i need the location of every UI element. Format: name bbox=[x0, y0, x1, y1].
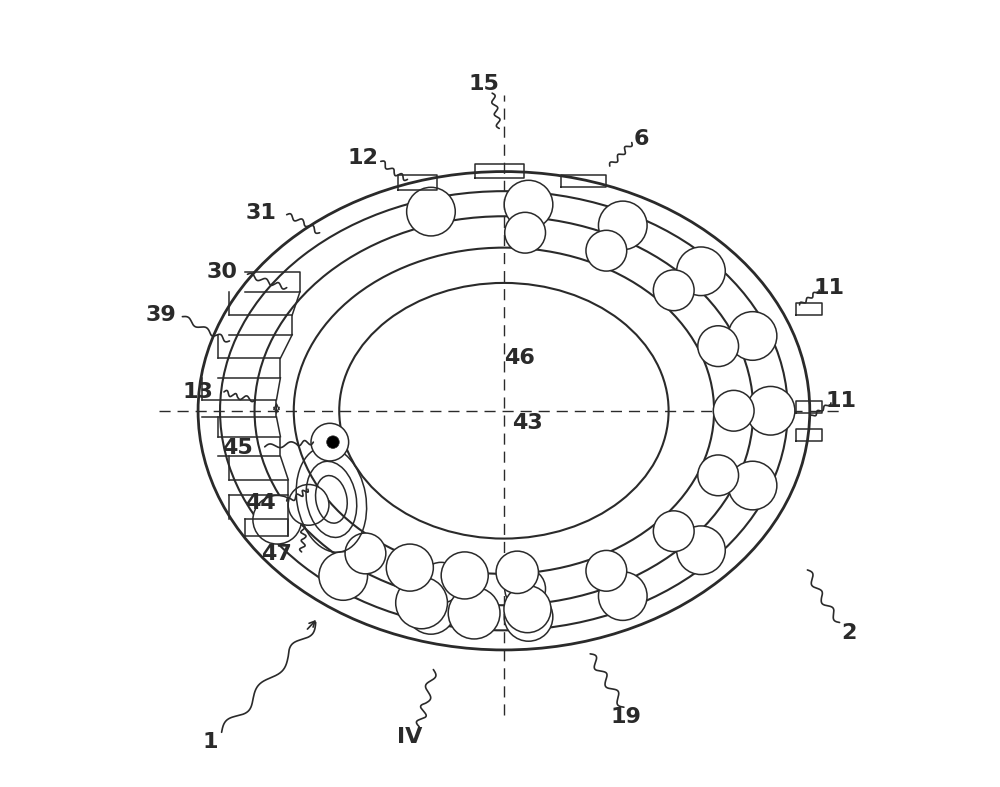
Circle shape bbox=[728, 312, 777, 360]
Text: 39: 39 bbox=[146, 305, 177, 325]
Circle shape bbox=[677, 526, 725, 575]
Circle shape bbox=[677, 247, 725, 296]
Circle shape bbox=[598, 572, 647, 620]
Circle shape bbox=[653, 511, 694, 552]
Text: 11: 11 bbox=[826, 391, 857, 412]
Text: 11: 11 bbox=[814, 278, 845, 297]
Circle shape bbox=[386, 544, 433, 591]
Text: 6: 6 bbox=[633, 128, 649, 149]
Circle shape bbox=[396, 577, 447, 629]
Circle shape bbox=[407, 187, 455, 236]
Text: 1: 1 bbox=[202, 733, 218, 752]
Text: 19: 19 bbox=[610, 707, 641, 726]
Circle shape bbox=[504, 593, 553, 641]
Circle shape bbox=[448, 587, 500, 639]
Text: 47: 47 bbox=[261, 545, 292, 564]
Text: 44: 44 bbox=[245, 493, 276, 513]
Circle shape bbox=[496, 551, 538, 593]
Circle shape bbox=[698, 455, 739, 496]
Text: 30: 30 bbox=[206, 262, 237, 282]
Circle shape bbox=[586, 231, 627, 271]
Circle shape bbox=[407, 586, 455, 634]
Text: 13: 13 bbox=[183, 382, 214, 402]
Circle shape bbox=[319, 552, 368, 600]
Circle shape bbox=[421, 563, 461, 603]
Circle shape bbox=[345, 533, 386, 574]
Circle shape bbox=[653, 270, 694, 311]
Circle shape bbox=[728, 461, 777, 510]
Circle shape bbox=[698, 326, 739, 367]
Circle shape bbox=[598, 201, 647, 249]
Circle shape bbox=[327, 436, 339, 449]
Circle shape bbox=[311, 423, 349, 461]
Circle shape bbox=[713, 390, 754, 431]
Text: 45: 45 bbox=[222, 438, 253, 458]
Text: 43: 43 bbox=[512, 413, 543, 434]
Circle shape bbox=[586, 550, 627, 591]
Circle shape bbox=[253, 496, 302, 544]
Circle shape bbox=[505, 568, 546, 609]
Circle shape bbox=[504, 180, 553, 229]
Circle shape bbox=[746, 386, 795, 435]
Text: 12: 12 bbox=[347, 148, 378, 168]
Circle shape bbox=[441, 552, 488, 599]
Text: 46: 46 bbox=[504, 348, 535, 368]
Circle shape bbox=[504, 586, 551, 633]
Text: 15: 15 bbox=[469, 74, 500, 94]
Text: IV: IV bbox=[397, 727, 423, 747]
Text: 31: 31 bbox=[245, 203, 276, 224]
Circle shape bbox=[505, 212, 546, 253]
Text: 2: 2 bbox=[841, 623, 857, 643]
Circle shape bbox=[288, 485, 329, 525]
